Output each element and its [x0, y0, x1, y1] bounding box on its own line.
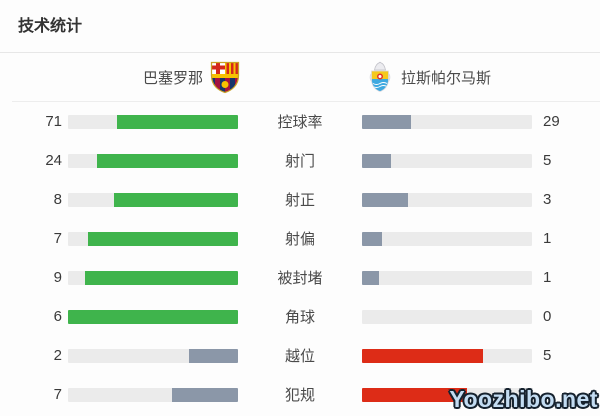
away-bar-fill: [362, 231, 383, 246]
away-bar-fill: [362, 348, 483, 363]
away-bar-fill: [362, 114, 412, 129]
away-bar: [362, 270, 532, 285]
home-bar: [68, 348, 238, 363]
home-team-header: 巴塞罗那: [0, 53, 300, 101]
home-bar: [68, 231, 238, 246]
barcelona-crest-icon: [210, 61, 240, 93]
stat-label: 射偏: [284, 231, 315, 248]
home-bar-fill: [88, 231, 238, 246]
away-value: 5: [543, 347, 552, 364]
home-bar-fill: [188, 348, 238, 363]
stat-label: 角球: [284, 309, 315, 326]
stats-list: 71 控球率 29 24 射门 5 8 射正 3 7: [0, 102, 600, 414]
home-bar-fill: [113, 192, 238, 207]
divider: [12, 101, 600, 102]
away-value: 3: [543, 191, 552, 208]
home-value: 7: [53, 230, 62, 247]
home-bar-fill: [85, 270, 238, 285]
home-team-name: 巴塞罗那: [142, 69, 203, 87]
away-bar-fill: [362, 153, 391, 168]
stat-label: 射正: [284, 192, 315, 209]
away-bar: [362, 387, 532, 402]
home-bar-fill: [117, 114, 238, 129]
away-value: 29: [543, 113, 560, 130]
away-bar: [362, 192, 532, 207]
away-bar: [362, 309, 532, 324]
watermark: Yoozhibo.net: [449, 386, 598, 412]
home-bar: [68, 270, 238, 285]
away-bar-fill: [362, 270, 379, 285]
away-bar-fill: [362, 387, 468, 402]
home-value: 6: [53, 308, 62, 325]
stat-row: 24 射门 5: [0, 141, 600, 180]
away-team-name: 拉斯帕尔马斯: [401, 69, 492, 87]
stat-row: 7 犯规: [0, 375, 600, 414]
away-bar: [362, 114, 532, 129]
stat-label: 越位: [284, 348, 315, 365]
home-bar-fill: [96, 153, 238, 168]
home-bar: [68, 192, 238, 207]
away-value: 1: [543, 230, 552, 247]
stat-row: 8 射正 3: [0, 180, 600, 219]
home-bar: [68, 387, 238, 402]
stat-label: 被封堵: [277, 270, 323, 287]
stat-row: 71 控球率 29: [0, 102, 600, 141]
home-value: 8: [53, 191, 62, 208]
home-bar-fill: [171, 387, 238, 402]
stat-row: 2 越位 5: [0, 336, 600, 375]
home-value: 9: [53, 269, 62, 286]
home-bar: [68, 114, 238, 129]
away-bar: [362, 348, 532, 363]
divider: [0, 52, 600, 53]
stat-row: 9 被封堵 1: [0, 258, 600, 297]
stat-label: 犯规: [284, 387, 315, 404]
home-value: 71: [45, 113, 62, 130]
away-value: 5: [543, 152, 552, 169]
away-value: 0: [543, 308, 552, 325]
stat-label: 射门: [284, 153, 315, 170]
away-bar: [362, 153, 532, 168]
stat-row: 6 角球 0: [0, 297, 600, 336]
home-value: 24: [45, 152, 62, 169]
stat-row: 7 射偏 1: [0, 219, 600, 258]
away-bar-fill: [362, 192, 408, 207]
home-bar-fill: [68, 309, 238, 324]
page-title: 技术统计: [18, 18, 83, 35]
home-value: 2: [53, 347, 62, 364]
away-team-header: 拉斯帕尔马斯: [300, 53, 600, 101]
las-palmas-crest-icon: [369, 61, 391, 92]
home-bar: [68, 153, 238, 168]
stat-label: 控球率: [277, 114, 323, 131]
home-value: 7: [53, 386, 62, 403]
away-value: 1: [543, 269, 552, 286]
home-bar: [68, 309, 238, 324]
away-bar: [362, 231, 532, 246]
teams-header: 巴塞罗那: [0, 53, 600, 101]
